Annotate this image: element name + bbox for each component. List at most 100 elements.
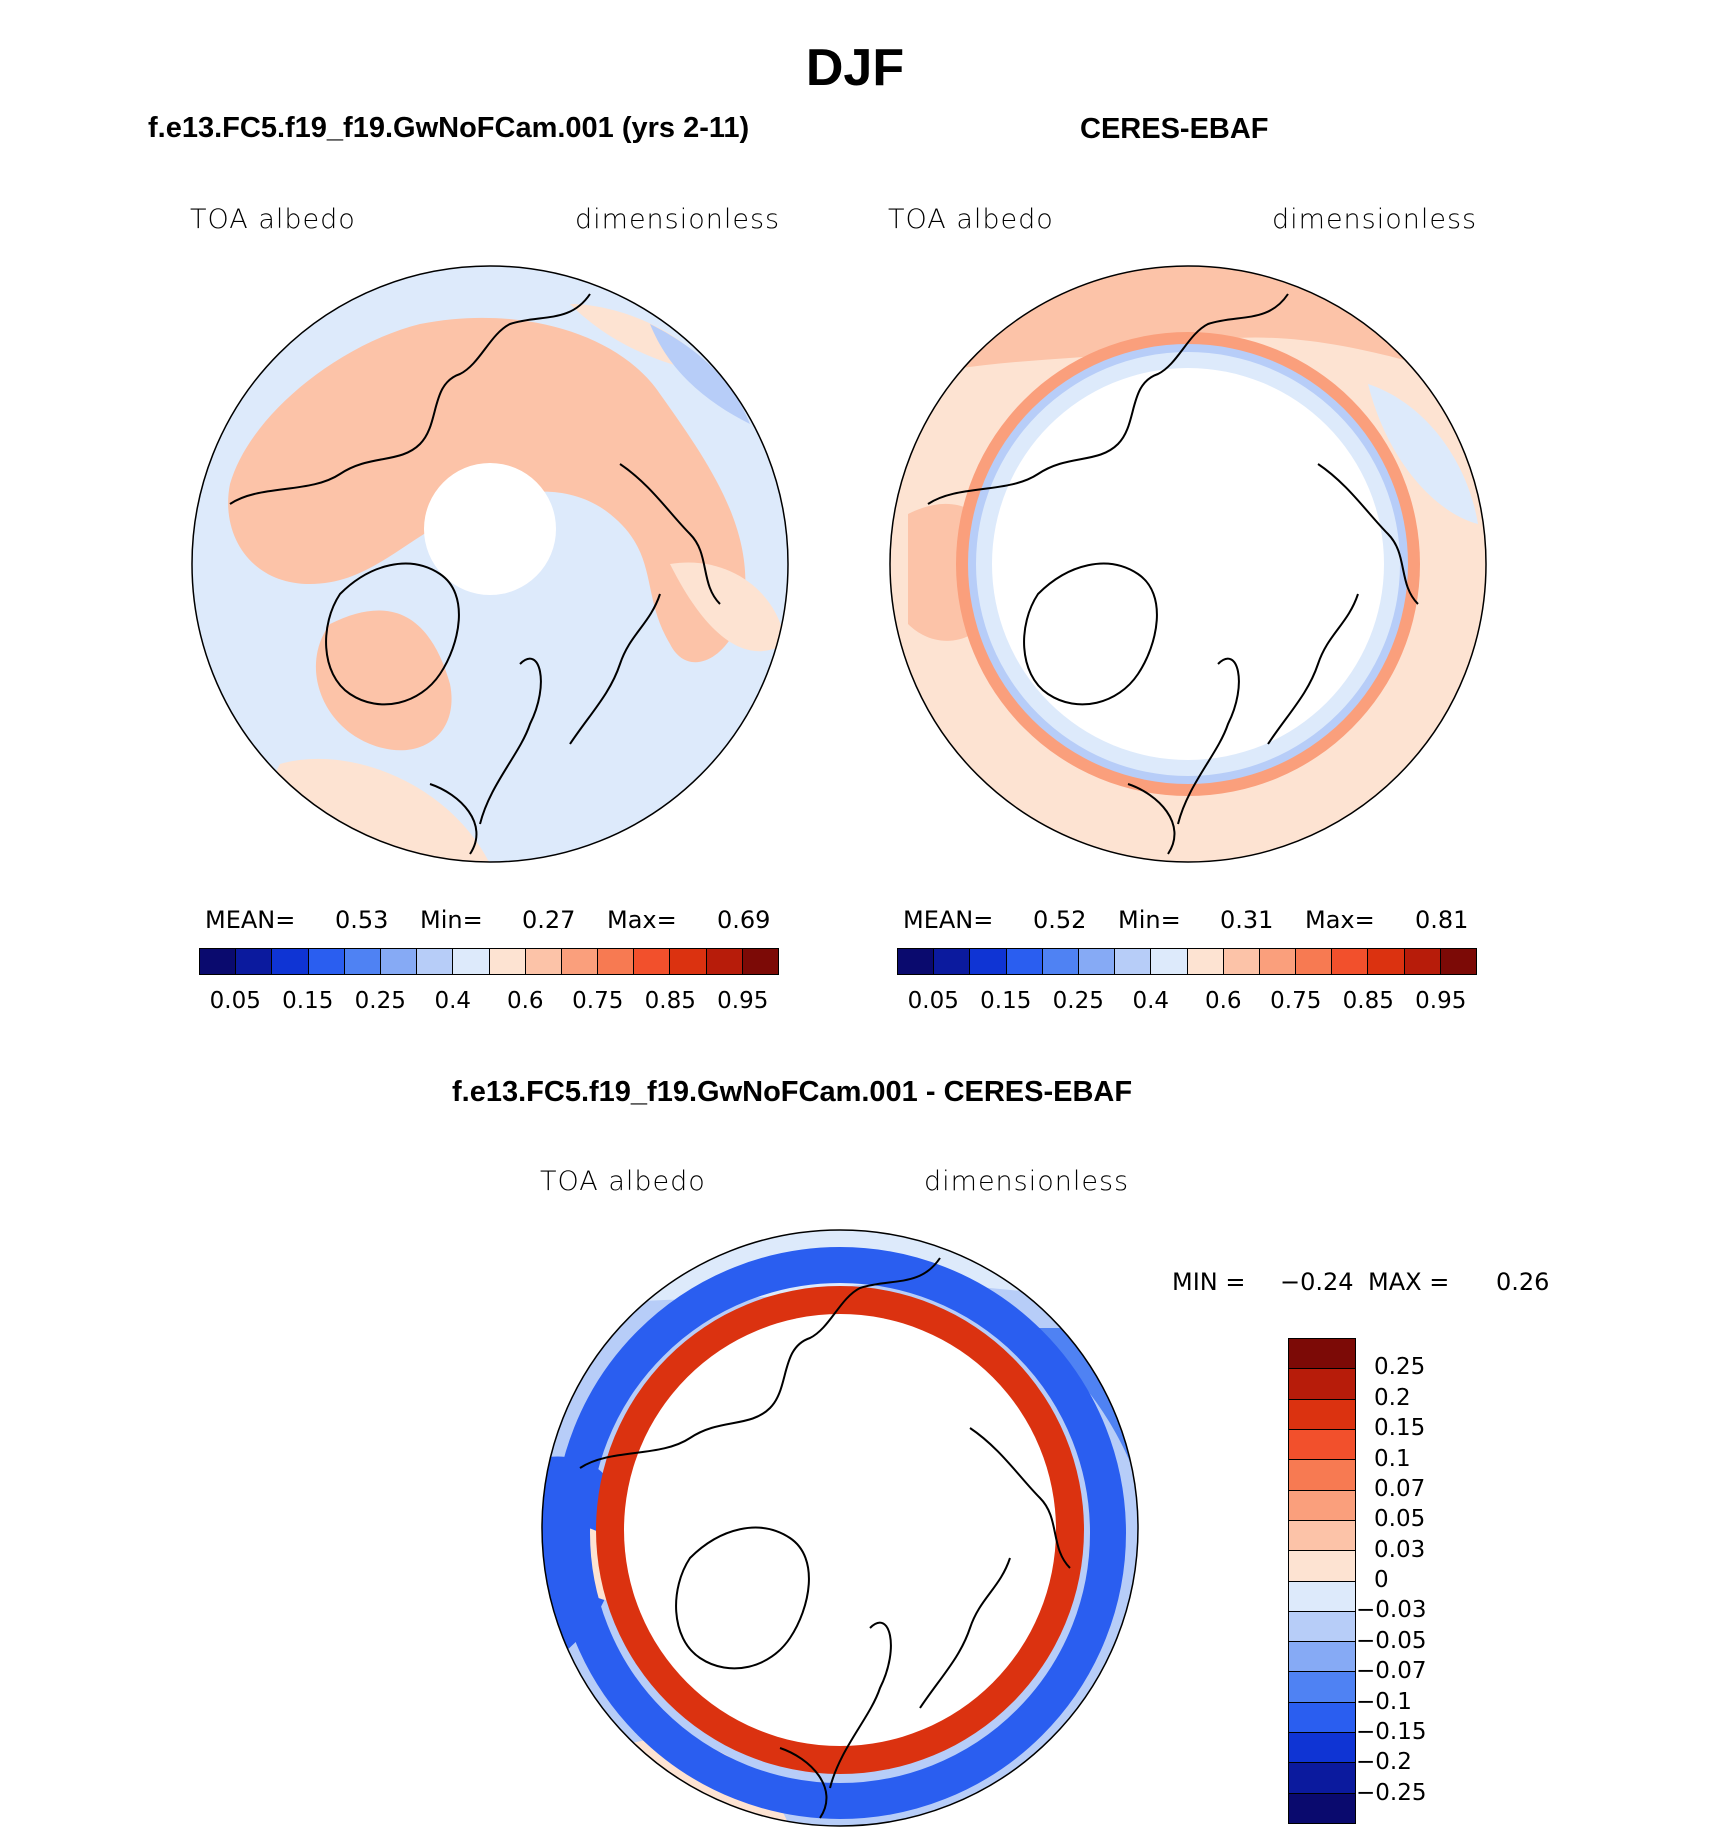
diff-map-border bbox=[541, 1229, 1139, 1827]
obs-min-value: 0.31 bbox=[1220, 906, 1274, 934]
colorbar-tick-label: 0.75 bbox=[1270, 988, 1322, 1014]
model-max-label: Max= bbox=[607, 906, 677, 934]
colorbar-swatch bbox=[489, 949, 526, 974]
colorbar-swatch bbox=[1259, 949, 1297, 974]
colorbar-swatch bbox=[634, 949, 671, 974]
colorbar-swatch bbox=[1289, 1642, 1355, 1673]
colorbar-tick-label: 0.6 bbox=[1204, 988, 1242, 1014]
obs-polar-map bbox=[889, 265, 1487, 863]
colorbar-tick-label: −0.2 bbox=[1356, 1749, 1412, 1776]
colorbar-tick-label: −0.25 bbox=[1356, 1779, 1427, 1806]
colorbar-tick-label: 0.25 bbox=[354, 988, 406, 1014]
colorbar-swatch bbox=[1187, 949, 1224, 974]
colorbar-tick-label: 0 bbox=[1374, 1567, 1389, 1593]
colorbar-tick-label: 0.15 bbox=[980, 988, 1032, 1014]
obs-mean-label: MEAN= bbox=[903, 906, 994, 934]
colorbar-swatch bbox=[1289, 1581, 1355, 1612]
colorbar-swatch bbox=[1006, 949, 1043, 974]
colorbar-swatch bbox=[970, 949, 1007, 974]
diff-panel-title: f.e13.FC5.f19_f19.GwNoFCam.001 - CERES-E… bbox=[452, 1076, 1133, 1108]
colorbar-tick-label: 0.03 bbox=[1374, 1536, 1426, 1563]
colorbar-tick-label: −0.03 bbox=[1356, 1597, 1427, 1624]
obs-units-label: dimensionless bbox=[1272, 204, 1478, 235]
colorbar-swatch bbox=[1289, 1702, 1355, 1734]
colorbar-swatch bbox=[1289, 1733, 1355, 1764]
model-mean-label: MEAN= bbox=[205, 906, 296, 934]
colorbar-swatch bbox=[670, 949, 707, 974]
obs-mean-value: 0.52 bbox=[1033, 906, 1087, 934]
colorbar-tick-label: 0.05 bbox=[1374, 1506, 1426, 1533]
colorbar-tick-label: 0.05 bbox=[907, 988, 959, 1014]
colorbar-tick-label: 0.2 bbox=[1374, 1384, 1411, 1411]
obs-low-albedo-region bbox=[1368, 384, 1478, 524]
model-siberia-region bbox=[670, 562, 785, 652]
colorbar-swatch bbox=[1289, 1520, 1355, 1552]
colorbar-swatch bbox=[272, 949, 309, 974]
colorbar-swatch bbox=[1440, 949, 1476, 974]
diff-units-label: dimensionless bbox=[924, 1166, 1130, 1197]
colorbar-tick-label: 0.85 bbox=[644, 988, 696, 1014]
model-variable-label: TOA albedo bbox=[190, 204, 356, 235]
model-polar-gap bbox=[424, 463, 556, 595]
colorbar-tick-label: 0.07 bbox=[1374, 1475, 1426, 1502]
colorbar-tick-label: 0.85 bbox=[1342, 988, 1394, 1014]
diff-min-value: −0.24 bbox=[1280, 1268, 1354, 1296]
colorbar-swatch bbox=[1289, 1763, 1355, 1794]
model-mean-value: 0.53 bbox=[335, 906, 389, 934]
colorbar-swatch bbox=[1289, 1399, 1355, 1430]
colorbar-tick-label: 0.95 bbox=[1415, 988, 1467, 1014]
obs-variable-label: TOA albedo bbox=[888, 204, 1054, 235]
colorbar-tick-label: 0.15 bbox=[282, 988, 334, 1014]
obs-min-label: Min= bbox=[1118, 906, 1181, 934]
model-greenland-region bbox=[315, 610, 452, 751]
colorbar-swatch bbox=[1289, 1551, 1355, 1582]
model-max-value: 0.69 bbox=[717, 906, 771, 934]
colorbar-tick-label: 0.05 bbox=[209, 988, 261, 1014]
diff-colorbar-ticks: 0.25 0.2 0.15 0.1 0.07 0.05 0.03 0 −0.03 −0.05 −0.… bbox=[1356, 1338, 1486, 1824]
diff-max-value: 0.26 bbox=[1496, 1268, 1550, 1296]
colorbar-tick-label: 0.95 bbox=[717, 988, 769, 1014]
colorbar-swatch bbox=[1296, 949, 1333, 974]
colorbar-swatch bbox=[1332, 949, 1369, 974]
colorbar-swatch bbox=[417, 949, 454, 974]
colorbar-swatch bbox=[1289, 1429, 1355, 1461]
model-units-label: dimensionless bbox=[575, 204, 781, 235]
colorbar-swatch bbox=[1289, 1611, 1355, 1643]
diff-min-label: MIN = bbox=[1172, 1268, 1246, 1296]
colorbar-swatch bbox=[344, 949, 381, 974]
colorbar-swatch bbox=[898, 949, 935, 974]
model-low-albedo-region bbox=[650, 324, 750, 424]
colorbar-tick-label: 0.75 bbox=[572, 988, 624, 1014]
colorbar-swatch bbox=[308, 949, 345, 974]
colorbar-swatch bbox=[561, 949, 599, 974]
colorbar-swatch bbox=[1289, 1339, 1355, 1370]
colorbar-tick-label: 0.4 bbox=[434, 988, 472, 1014]
diff-variable-label: TOA albedo bbox=[540, 1166, 706, 1197]
model-min-label: Min= bbox=[420, 906, 483, 934]
colorbar-swatch bbox=[1289, 1672, 1355, 1703]
obs-map-border bbox=[889, 265, 1487, 863]
colorbar-swatch bbox=[380, 949, 418, 974]
obs-max-label: Max= bbox=[1305, 906, 1375, 934]
colorbar-swatch bbox=[934, 949, 971, 974]
model-panel-title: f.e13.FC5.f19_f19.GwNoFCam.001 (yrs 2-11… bbox=[148, 112, 750, 144]
colorbar-swatch bbox=[1223, 949, 1260, 974]
colorbar-swatch bbox=[200, 949, 237, 974]
colorbar-tick-label: 0.25 bbox=[1374, 1354, 1426, 1381]
obs-polar-gap bbox=[992, 368, 1384, 760]
colorbar-swatch bbox=[1404, 949, 1441, 974]
colorbar-tick-label: 0.25 bbox=[1052, 988, 1104, 1014]
diff-max-label: MAX = bbox=[1368, 1268, 1450, 1296]
colorbar-swatch bbox=[525, 949, 562, 974]
colorbar-swatch bbox=[598, 949, 635, 974]
obs-max-value: 0.81 bbox=[1415, 906, 1469, 934]
diff-polar-map bbox=[541, 1229, 1139, 1827]
diff-coastlines bbox=[579, 1257, 1071, 1819]
obs-panel-title: CERES-EBAF bbox=[1080, 113, 1269, 145]
obs-colorbar-ticks: 0.05 0.15 0.25 0.4 0.6 0.75 0.85 0.95 bbox=[897, 988, 1477, 1018]
diff-polar-gap bbox=[624, 1314, 1056, 1746]
colorbar-tick-label: 0.4 bbox=[1132, 988, 1170, 1014]
model-min-value: 0.27 bbox=[522, 906, 576, 934]
model-map-border bbox=[191, 265, 789, 863]
colorbar-tick-label: −0.15 bbox=[1356, 1718, 1427, 1745]
